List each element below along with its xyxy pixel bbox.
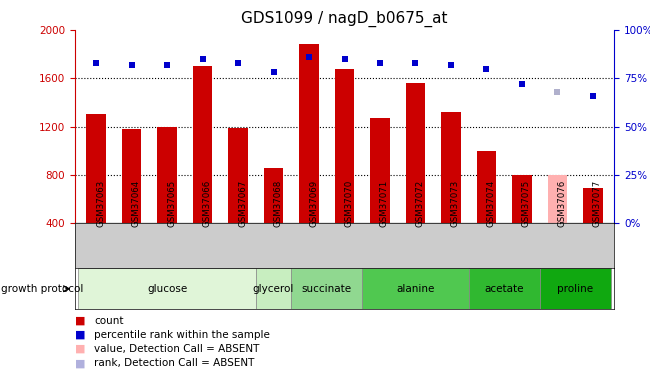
- Bar: [291, 268, 362, 309]
- Text: GSM37077: GSM37077: [593, 180, 602, 227]
- Text: GSM37066: GSM37066: [203, 180, 211, 227]
- Bar: [583, 188, 603, 223]
- Bar: [299, 45, 318, 223]
- Text: ■: ■: [75, 358, 85, 368]
- Bar: [193, 66, 213, 223]
- Bar: [264, 168, 283, 223]
- Bar: [469, 268, 540, 309]
- Text: GSM37064: GSM37064: [131, 180, 140, 227]
- Text: acetate: acetate: [484, 284, 524, 294]
- Text: alanine: alanine: [396, 284, 435, 294]
- Text: ■: ■: [75, 330, 85, 340]
- Bar: [228, 128, 248, 223]
- Text: GSM37076: GSM37076: [558, 180, 566, 227]
- Bar: [370, 118, 390, 223]
- Bar: [255, 268, 291, 309]
- Bar: [122, 129, 141, 223]
- Text: succinate: succinate: [302, 284, 352, 294]
- Text: value, Detection Call = ABSENT: value, Detection Call = ABSENT: [94, 344, 259, 354]
- Text: GSM37068: GSM37068: [274, 180, 283, 227]
- Text: count: count: [94, 316, 124, 326]
- Text: GSM37063: GSM37063: [96, 180, 105, 227]
- Bar: [512, 175, 532, 223]
- Text: GSM37074: GSM37074: [486, 180, 495, 227]
- Bar: [540, 268, 611, 309]
- Text: growth protocol: growth protocol: [1, 284, 84, 294]
- Text: GSM37073: GSM37073: [451, 180, 460, 227]
- Bar: [157, 127, 177, 223]
- Text: GSM37070: GSM37070: [344, 180, 354, 227]
- Bar: [548, 175, 567, 223]
- Text: GSM37075: GSM37075: [522, 180, 531, 227]
- Text: GSM37069: GSM37069: [309, 180, 318, 227]
- Text: GSM37067: GSM37067: [238, 180, 247, 227]
- Text: GSM37065: GSM37065: [167, 180, 176, 227]
- Bar: [362, 268, 469, 309]
- Bar: [86, 114, 106, 223]
- Text: ■: ■: [75, 316, 85, 326]
- Text: proline: proline: [557, 284, 593, 294]
- Text: ■: ■: [75, 344, 85, 354]
- Bar: [476, 151, 496, 223]
- Bar: [78, 268, 255, 309]
- Text: rank, Detection Call = ABSENT: rank, Detection Call = ABSENT: [94, 358, 255, 368]
- Text: glucose: glucose: [147, 284, 187, 294]
- Title: GDS1099 / nagD_b0675_at: GDS1099 / nagD_b0675_at: [241, 11, 448, 27]
- Text: glycerol: glycerol: [253, 284, 294, 294]
- Bar: [335, 69, 354, 223]
- Text: percentile rank within the sample: percentile rank within the sample: [94, 330, 270, 340]
- Text: GSM37072: GSM37072: [415, 180, 424, 227]
- Text: GSM37071: GSM37071: [380, 180, 389, 227]
- Bar: [406, 83, 425, 223]
- Bar: [441, 112, 461, 223]
